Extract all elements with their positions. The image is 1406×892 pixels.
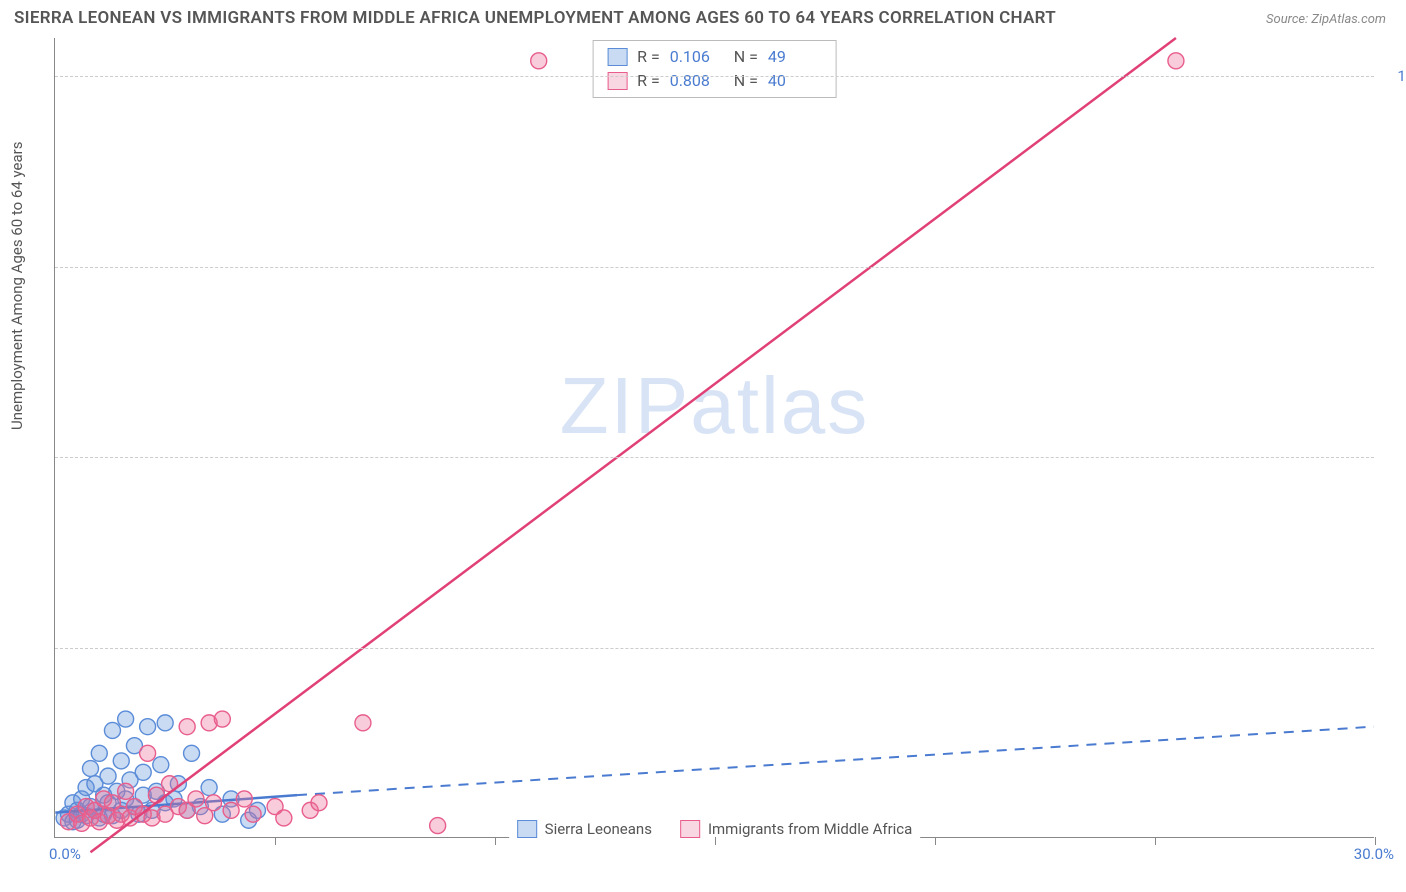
gridline-h bbox=[55, 648, 1374, 649]
swatch-pink-icon bbox=[607, 72, 627, 90]
data-point bbox=[355, 715, 371, 731]
r-value-blue: 0.106 bbox=[670, 45, 724, 69]
y-tick-label: 100.0% bbox=[1397, 67, 1406, 85]
data-point bbox=[135, 764, 151, 780]
data-point bbox=[201, 780, 217, 796]
x-tick bbox=[1375, 837, 1376, 845]
y-axis-label: Unemployment Among Ages 60 to 64 years bbox=[8, 142, 26, 430]
x-max-label: 30.0% bbox=[1354, 845, 1394, 863]
data-point bbox=[140, 745, 156, 761]
data-point bbox=[236, 791, 252, 807]
data-point bbox=[430, 818, 446, 834]
stats-legend-box: R = 0.106 N = 49 R = 0.808 N = 40 bbox=[592, 40, 837, 98]
x-origin-label: 0.0% bbox=[49, 845, 81, 863]
data-point bbox=[91, 745, 107, 761]
data-point bbox=[188, 791, 204, 807]
r-value-pink: 0.808 bbox=[670, 69, 724, 93]
stats-row-blue: R = 0.106 N = 49 bbox=[607, 45, 822, 69]
data-point bbox=[113, 753, 129, 769]
legend-item-pink: Immigrants from Middle Africa bbox=[680, 820, 912, 838]
n-value-pink: 40 bbox=[768, 69, 822, 93]
swatch-blue-icon bbox=[607, 48, 627, 66]
data-point bbox=[245, 806, 261, 822]
data-point bbox=[153, 757, 169, 773]
bottom-legend: Sierra Leoneans Immigrants from Middle A… bbox=[509, 820, 921, 838]
data-point bbox=[82, 761, 98, 777]
legend-label-pink: Immigrants from Middle Africa bbox=[708, 820, 912, 838]
stats-row-pink: R = 0.808 N = 40 bbox=[607, 69, 822, 93]
data-point bbox=[118, 783, 134, 799]
gridline-h bbox=[55, 76, 1374, 77]
swatch-blue-icon bbox=[517, 820, 537, 838]
r-label: R = bbox=[637, 69, 660, 93]
legend-item-blue: Sierra Leoneans bbox=[517, 820, 652, 838]
x-tick bbox=[275, 837, 276, 845]
trend-line-dashed bbox=[297, 727, 1374, 795]
data-point bbox=[276, 810, 292, 826]
data-point bbox=[214, 711, 230, 727]
data-point bbox=[157, 715, 173, 731]
x-tick bbox=[1155, 837, 1156, 845]
data-point bbox=[223, 802, 239, 818]
chart-title: SIERRA LEONEAN VS IMMIGRANTS FROM MIDDLE… bbox=[14, 8, 1056, 28]
data-point bbox=[184, 745, 200, 761]
n-label: N = bbox=[734, 69, 758, 93]
x-tick bbox=[495, 837, 496, 845]
gridline-h bbox=[55, 267, 1374, 268]
data-point bbox=[104, 722, 120, 738]
data-point bbox=[1168, 53, 1184, 69]
trend-line bbox=[90, 38, 1175, 852]
data-point bbox=[148, 787, 164, 803]
n-value-blue: 49 bbox=[768, 45, 822, 69]
plot-area: ZIPatlas R = 0.106 N = 49 R = 0.808 N = … bbox=[54, 38, 1374, 838]
source-label: Source: ZipAtlas.com bbox=[1266, 12, 1386, 27]
x-tick bbox=[935, 837, 936, 845]
legend-label-blue: Sierra Leoneans bbox=[545, 820, 652, 838]
n-label: N = bbox=[734, 45, 758, 69]
data-point bbox=[531, 53, 547, 69]
data-point bbox=[179, 719, 195, 735]
x-tick bbox=[715, 837, 716, 845]
data-point bbox=[311, 795, 327, 811]
chart-svg bbox=[55, 38, 1374, 837]
swatch-pink-icon bbox=[680, 820, 700, 838]
data-point bbox=[100, 768, 116, 784]
data-point bbox=[118, 711, 134, 727]
data-point bbox=[140, 719, 156, 735]
data-point bbox=[206, 795, 222, 811]
r-label: R = bbox=[637, 45, 660, 69]
gridline-h bbox=[55, 457, 1374, 458]
